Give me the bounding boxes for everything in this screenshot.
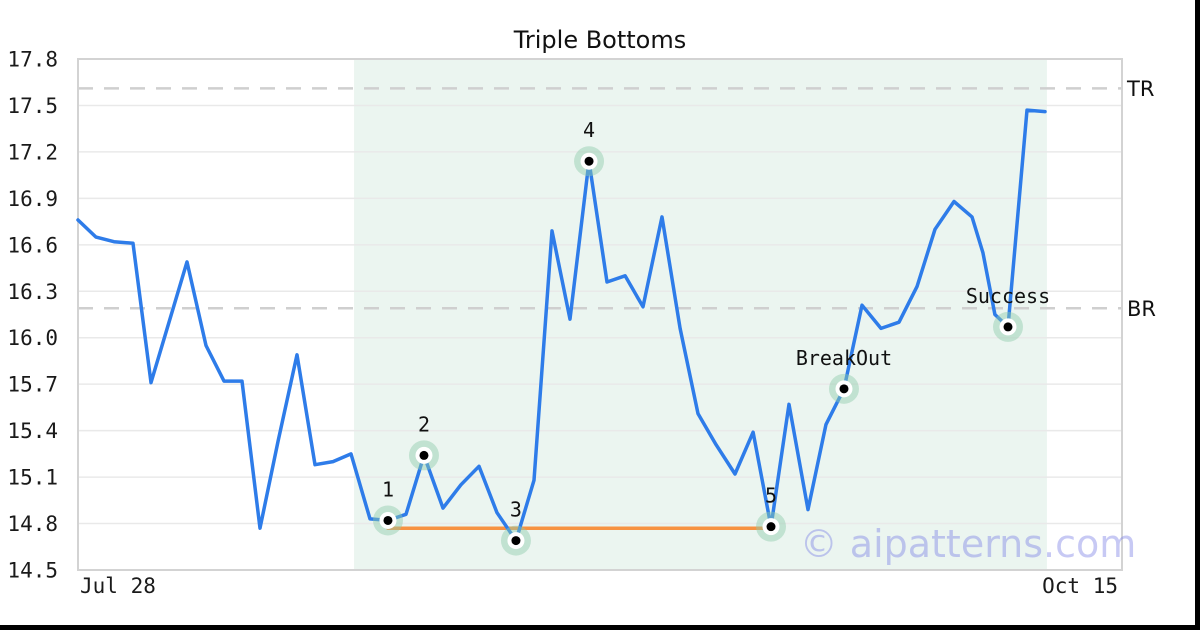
marker-dot-1 [383,515,393,525]
annotation-label-4: 4 [583,118,595,142]
price-line [76,108,1047,543]
marker-dot-success [1003,322,1013,332]
watermark: © aipatterns.com [800,522,1137,566]
level-lines-layer [78,87,1122,310]
annotation-label-3: 3 [510,498,522,522]
annotation-label-1: 1 [382,477,394,501]
plot-border-layer [77,58,1123,571]
y-tick-label: 16.9 [7,187,58,211]
chart-title: Triple Bottoms [513,26,687,54]
level-label-tr: TR [1126,77,1154,101]
x-tick-end: Oct 15 [1042,574,1118,598]
y-tick-label: 17.8 [7,48,58,72]
y-tick-label: 15.7 [7,373,58,397]
pattern-zone [354,59,1047,570]
y-tick-label: 15.4 [7,419,58,443]
price-line-layer [76,108,1047,543]
annotation-label-2: 2 [418,412,430,436]
y-tick-label: 16.3 [7,280,58,304]
y-tick-label: 15.1 [7,466,58,490]
pattern-zone-layer [354,59,1047,570]
annotation-label-success: Success [966,284,1050,308]
y-tick-label: 14.5 [7,559,58,583]
y-tick-layer: 14.5 14.8 15.1 15.4 15.7 16.0 16.3 16.6 16.9 17.2… [7,48,58,583]
plot-border [77,58,1123,571]
y-tick-label: 17.2 [7,140,58,164]
marker-dot-3 [511,536,521,546]
marker-dot-2 [419,450,429,460]
marker-dot-4 [584,156,594,166]
annotation-label-5: 5 [765,484,777,508]
annotation-layer: 1 2 3 4 5 BreakOut Success [382,118,1050,521]
marker-layer [372,146,1023,556]
annotation-label-breakout: BreakOut [796,346,892,370]
y-tick-label: 16.0 [7,326,58,350]
marker-dot-breakout [839,384,849,394]
x-tick-start: Jul 28 [80,574,156,598]
level-label-br: BR [1127,297,1156,321]
y-tick-label: 16.6 [7,233,58,257]
marker-dot-5 [766,522,776,532]
y-tick-label: 17.5 [7,94,58,118]
y-tick-label: 14.8 [7,512,58,536]
